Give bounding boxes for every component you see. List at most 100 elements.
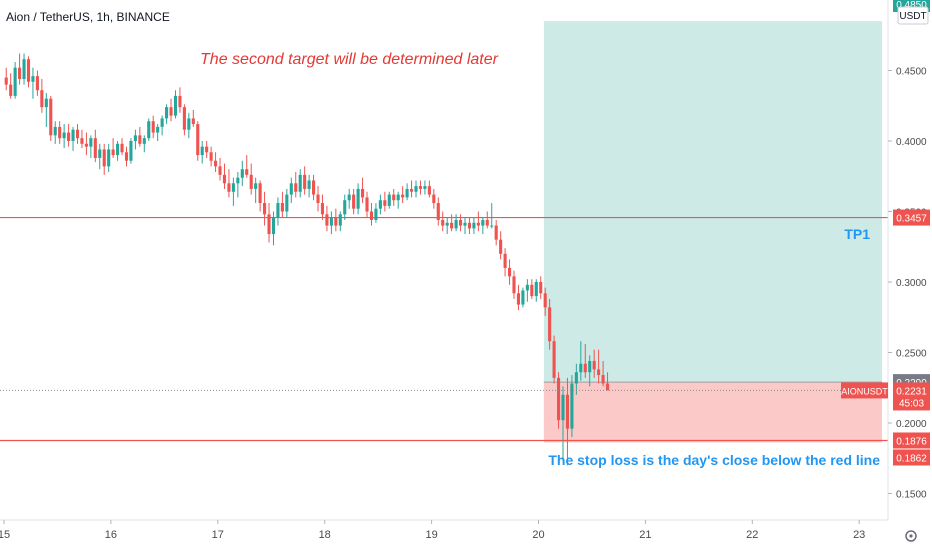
candle-body: [450, 222, 454, 229]
red-line-badge-label: 0.1876: [896, 436, 927, 447]
candle-body: [369, 211, 374, 220]
candle-body: [303, 174, 307, 189]
candle-body: [383, 200, 387, 206]
candle-body: [307, 180, 311, 189]
countdown-label: 45:03: [899, 398, 924, 409]
candle-body: [378, 200, 382, 209]
candle-body: [147, 121, 151, 139]
candle-body: [267, 214, 271, 235]
candle-body: [534, 282, 538, 297]
horizontal-lines[interactable]: [0, 216, 888, 442]
candle-body: [26, 59, 31, 82]
candle-body: [579, 363, 583, 373]
candle-body: [249, 174, 253, 189]
candle-body: [414, 186, 418, 192]
candle-body: [436, 203, 440, 220]
candle-body: [347, 194, 351, 201]
candle-body: [570, 383, 574, 429]
candle-body: [227, 183, 231, 192]
price-tick-label: 0.2000: [896, 419, 927, 430]
candle-body: [552, 341, 556, 378]
candle-body: [62, 132, 66, 139]
candle-body: [35, 76, 39, 91]
candle-body: [80, 138, 84, 144]
time-tick-label: 21: [639, 529, 651, 541]
candle-body: [543, 293, 547, 308]
candle-body: [44, 98, 48, 108]
candle-body: [325, 214, 329, 226]
candle-body: [9, 84, 13, 96]
candle-body: [31, 76, 35, 82]
candle-body: [53, 126, 57, 136]
symbol-badge-label: AIONUSDT: [841, 386, 888, 396]
candle-body: [173, 95, 178, 116]
candle-body: [294, 183, 298, 192]
candle-body: [507, 267, 512, 277]
candle-body: [539, 282, 543, 294]
candle-body: [107, 149, 111, 167]
candle-body: [271, 217, 276, 235]
candle-body: [138, 135, 142, 144]
candle-body: [67, 132, 71, 141]
candle-body: [111, 149, 115, 156]
red-line-badge: [893, 432, 930, 449]
candle-body: [356, 188, 360, 209]
candle-body: [503, 253, 507, 268]
currency-label: USDT: [899, 11, 926, 22]
candle-body: [583, 363, 587, 373]
candle-body: [289, 183, 293, 195]
candle-body: [548, 307, 552, 342]
candle-body: [320, 203, 325, 215]
candle-body: [89, 138, 93, 147]
candle-body: [561, 394, 565, 421]
tp1-badge: [893, 209, 930, 226]
target-badge-label: 0.4850: [896, 0, 927, 11]
time-tick-label: 23: [853, 529, 865, 541]
candle-body: [84, 143, 88, 147]
candle-body: [472, 222, 476, 229]
candle-body: [343, 200, 347, 215]
symbol-title: Aion / TetherUS, 1h, BINANCE: [6, 10, 170, 24]
time-tick-label: 19: [425, 529, 437, 541]
price-tick-label: 0.2500: [896, 349, 927, 360]
time-axis[interactable]: 15 16 17 18 19 20 21 22 23: [0, 519, 888, 541]
candle-body: [530, 284, 534, 297]
candle-body: [329, 217, 333, 226]
position-zones: [543, 21, 882, 443]
candle-body: [187, 118, 191, 130]
candle-body: [222, 174, 227, 184]
candle-body: [601, 375, 605, 384]
candle-body: [556, 377, 561, 421]
time-tick-label: 22: [746, 529, 758, 541]
candle-body: [525, 284, 529, 291]
candle-body: [196, 124, 200, 156]
time-tick-label: 20: [532, 529, 544, 541]
candle-body: [605, 383, 610, 391]
candle-body: [597, 369, 601, 376]
candle-body: [494, 225, 498, 240]
candle-body: [4, 77, 8, 85]
candle-body: [485, 219, 489, 226]
candle-body: [441, 219, 445, 226]
last-price-badge: [893, 382, 930, 411]
profit-zone: [543, 21, 882, 383]
candle-body: [182, 107, 186, 130]
gear-icon[interactable]: [905, 530, 917, 542]
candle-body: [205, 146, 209, 153]
candle-body: [209, 152, 213, 161]
candlestick-series: [4, 53, 610, 466]
candle-body: [280, 203, 284, 212]
candle-body: [516, 293, 521, 305]
tp1-badge-label: 0.3457: [896, 214, 927, 225]
candle-body: [276, 203, 280, 218]
candle-body: [316, 194, 320, 204]
candle-body: [58, 126, 62, 139]
candle-body: [93, 138, 97, 158]
candle-body: [454, 219, 458, 229]
candle-body: [75, 129, 80, 139]
candle-body: [102, 149, 106, 167]
candle-body: [396, 194, 400, 201]
candle-body: [588, 360, 592, 373]
currency-selector[interactable]: USDT: [897, 6, 929, 25]
